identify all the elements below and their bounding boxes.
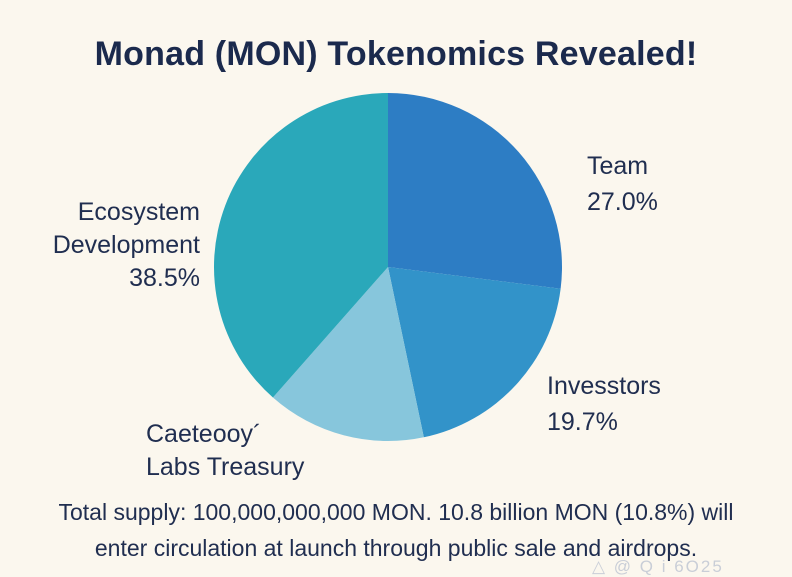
footer-line: enter circulation at launch through publ… bbox=[94, 535, 698, 561]
chart-title: Monad (MON) Tokenomics Revealed! bbox=[94, 34, 698, 73]
slice-label-line: Labs Treasury bbox=[146, 453, 305, 481]
slice-label-line: Ecosystem bbox=[77, 198, 200, 226]
slice-percent: 38.5% bbox=[129, 264, 200, 292]
slice-label-line: Team bbox=[587, 152, 649, 180]
footer-line: Total supply: 100,000,000,000 MON. 10.8 … bbox=[58, 499, 734, 525]
watermark: △ @ Q i 6O25 bbox=[592, 557, 724, 576]
pie-slice-ecosystem-development bbox=[213, 92, 388, 398]
slice-percent: 27.0% bbox=[587, 188, 658, 216]
slice-label-investors: Invesstors 19.7% bbox=[547, 368, 661, 440]
slice-label-ecosystem-development: Ecosystem Development 38.5% bbox=[53, 196, 200, 295]
slice-label-line: Development bbox=[52, 231, 200, 259]
pie-slice-invesstors bbox=[388, 267, 561, 438]
slice-label-line: Invesstors bbox=[547, 372, 661, 400]
pie-slice-team bbox=[388, 93, 562, 289]
footer-note: Total supply: 100,000,000,000 MON. 10.8 … bbox=[0, 494, 792, 566]
slice-label-team: Team 27.0% bbox=[587, 148, 658, 220]
slice-label-line: Caeteooy´ bbox=[146, 420, 262, 448]
slice-percent: 19.7% bbox=[547, 408, 618, 436]
slice-label-labs-treasury: Caeteooy´ Labs Treasury bbox=[146, 418, 304, 484]
pie-slice-caeteooy-labs-treasury bbox=[272, 267, 424, 441]
